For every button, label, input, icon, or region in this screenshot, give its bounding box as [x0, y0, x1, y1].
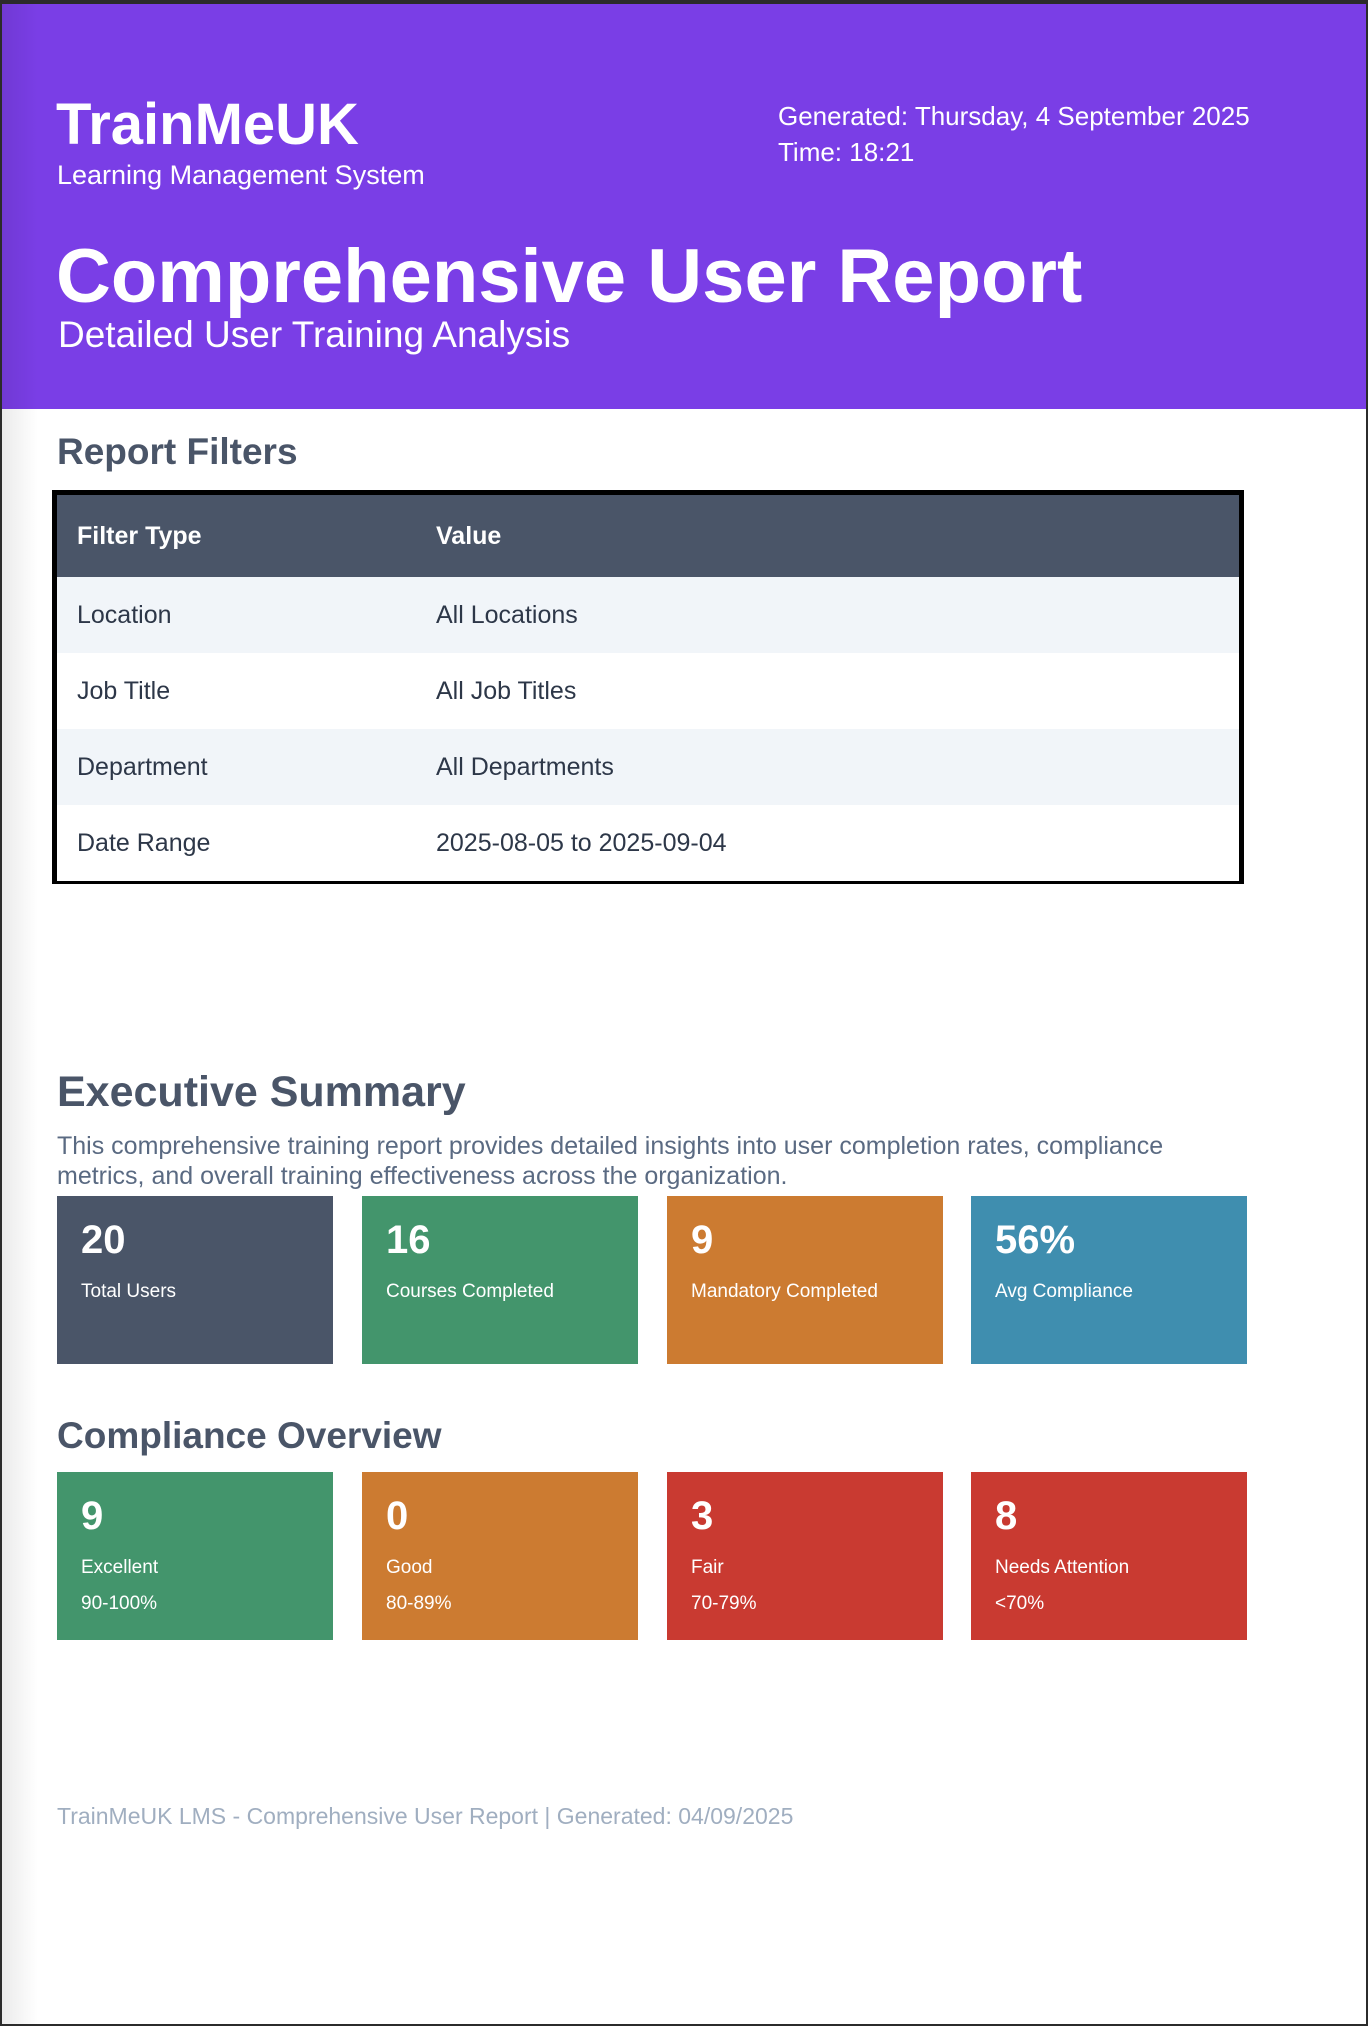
compliance-count: 9: [81, 1494, 104, 1538]
filter-value-cell: All Locations: [416, 577, 1239, 653]
report-title: Comprehensive User Report: [56, 234, 1083, 319]
filter-type-cell: Location: [57, 577, 416, 653]
stat-card-mandatory-completed: 9 Mandatory Completed: [667, 1196, 943, 1364]
filters-table: Filter Type Value Location All Locations…: [57, 495, 1239, 881]
filters-table-container: Filter Type Value Location All Locations…: [52, 490, 1244, 884]
brand-subtitle: Learning Management System: [57, 160, 425, 190]
stat-card-total-users: 20 Total Users: [57, 1196, 333, 1364]
stat-label: Mandatory Completed: [691, 1281, 878, 1302]
stat-value: 16: [386, 1218, 431, 1262]
compliance-card-needs-attention: 8 Needs Attention <70%: [971, 1472, 1247, 1640]
generated-time: Time: 18:21: [778, 137, 915, 167]
stat-value: 56%: [995, 1218, 1076, 1262]
compliance-card-good: 0 Good 80-89%: [362, 1472, 638, 1640]
stat-value: 9: [691, 1218, 714, 1262]
column-header-filter-type: Filter Type: [57, 495, 416, 577]
report-subtitle: Detailed User Training Analysis: [58, 314, 571, 355]
compliance-range: 90-100%: [81, 1593, 158, 1614]
table-row: Department All Departments: [57, 729, 1239, 805]
executive-summary-text: This comprehensive training report provi…: [57, 1132, 1164, 1190]
compliance-card-excellent: 9 Excellent 90-100%: [57, 1472, 333, 1640]
compliance-count: 3: [691, 1494, 714, 1538]
compliance-overview-heading: Compliance Overview: [57, 1415, 442, 1456]
column-header-value: Value: [416, 495, 1239, 577]
compliance-range: 70-79%: [691, 1593, 757, 1614]
table-row: Job Title All Job Titles: [57, 653, 1239, 729]
brand-name: TrainMeUK: [56, 92, 359, 157]
report-page: TrainMeUK Learning Management System Gen…: [2, 4, 1366, 2024]
report-footer: TrainMeUK LMS - Comprehensive User Repor…: [57, 1803, 794, 1829]
generated-date: Generated: Thursday, 4 September 2025: [778, 101, 1250, 131]
table-row: Date Range 2025-08-05 to 2025-09-04: [57, 805, 1239, 881]
generation-info: Generated: Thursday, 4 September 2025 Ti…: [778, 98, 1250, 170]
compliance-card-fair: 3 Fair 70-79%: [667, 1472, 943, 1640]
table-row: Location All Locations: [57, 577, 1239, 653]
stat-value: 20: [81, 1218, 126, 1262]
executive-summary-heading: Executive Summary: [57, 1068, 466, 1116]
filter-type-cell: Job Title: [57, 653, 416, 729]
filter-value-cell: All Departments: [416, 729, 1239, 805]
report-header: TrainMeUK Learning Management System Gen…: [2, 4, 1366, 409]
filter-value-cell: 2025-08-05 to 2025-09-04: [416, 805, 1239, 881]
filter-type-cell: Date Range: [57, 805, 416, 881]
stat-card-avg-compliance: 56% Avg Compliance: [971, 1196, 1247, 1364]
stat-label: Total Users: [81, 1281, 177, 1302]
stat-card-courses-completed: 16 Courses Completed: [362, 1196, 638, 1364]
compliance-label: Needs Attention: [995, 1557, 1130, 1578]
filters-heading: Report Filters: [57, 431, 298, 472]
compliance-count: 8: [995, 1494, 1018, 1538]
stat-label: Avg Compliance: [995, 1281, 1134, 1302]
compliance-count: 0: [386, 1494, 409, 1538]
compliance-label: Good: [386, 1557, 433, 1578]
filters-header-row: Filter Type Value: [57, 495, 1239, 577]
compliance-range: 80-89%: [386, 1593, 452, 1614]
stat-label: Courses Completed: [386, 1281, 554, 1302]
compliance-label: Excellent: [81, 1557, 159, 1578]
compliance-range: <70%: [995, 1593, 1045, 1614]
filter-type-cell: Department: [57, 729, 416, 805]
compliance-label: Fair: [691, 1557, 724, 1578]
filter-value-cell: All Job Titles: [416, 653, 1239, 729]
